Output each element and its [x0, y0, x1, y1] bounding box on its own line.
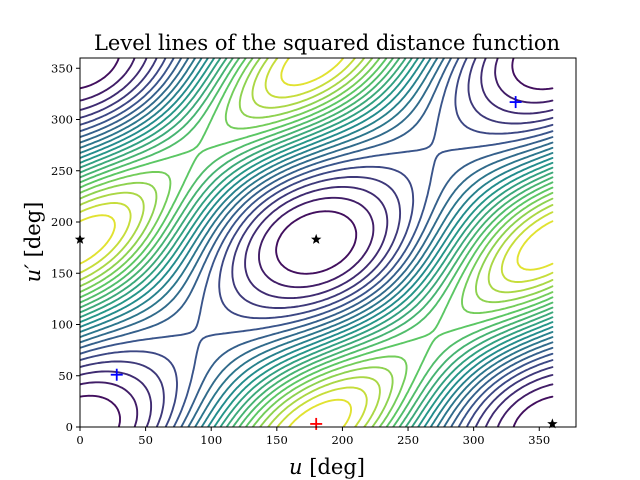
x-tick-label: 0 [76, 433, 83, 447]
contour-level-line [80, 58, 554, 427]
minimum-plus-marker [110, 368, 123, 381]
minimum-plus-marker [509, 96, 522, 109]
x-tick-label: 300 [463, 433, 485, 447]
chart-title: Level lines of the squared distance func… [94, 31, 560, 55]
y-axis-label-symbol: u′ [21, 264, 45, 283]
y-axis-ticks: 0 50 100 150 200 250 300 350 [51, 61, 80, 434]
x-tick-label: 350 [528, 433, 550, 447]
y-axis-label-unit: [deg] [21, 202, 45, 264]
contour-level-line [80, 58, 554, 427]
contour-level-line [80, 58, 554, 427]
y-tick-label: 100 [51, 318, 73, 332]
y-tick-label: 150 [51, 266, 73, 280]
contour-level-line [80, 58, 554, 427]
contour-level-line [80, 58, 554, 427]
x-axis-label-unit: [deg] [303, 455, 365, 479]
contour-level-line [80, 58, 554, 427]
contour-level-line [80, 58, 554, 427]
contour-level-line [80, 58, 554, 427]
contour-level-line [80, 58, 554, 427]
y-tick-label: 250 [51, 164, 73, 178]
x-tick-label: 50 [138, 433, 153, 447]
saddle-star-marker [547, 418, 558, 429]
contour-lines [80, 58, 554, 427]
contour-level-line [80, 58, 554, 427]
x-axis-label: u [deg] [289, 455, 365, 479]
minimum-plus-marker [310, 417, 323, 430]
y-tick-label: 0 [66, 420, 73, 434]
contour-level-line [80, 58, 554, 427]
y-tick-label: 200 [51, 215, 73, 229]
contour-level-line [80, 58, 554, 427]
x-axis-label-symbol: u [289, 455, 303, 479]
plot-frame [79, 57, 577, 428]
y-tick-label: 350 [51, 61, 73, 75]
contour-level-line [80, 58, 554, 427]
x-tick-label: 150 [266, 433, 288, 447]
x-tick-label: 250 [397, 433, 419, 447]
y-tick-label: 50 [58, 369, 73, 383]
contour-level-line [80, 58, 554, 427]
contour-level-line [80, 58, 554, 427]
x-axis-ticks: 0 50 100 150 200 250 300 350 [76, 427, 550, 447]
y-axis-label: u′ [deg] [21, 202, 45, 283]
contour-level-line [80, 58, 554, 427]
saddle-star-marker [311, 233, 322, 244]
contour-level-line [80, 58, 554, 427]
x-tick-label: 200 [331, 433, 353, 447]
contour-level-line [80, 58, 554, 427]
x-tick-label: 100 [200, 433, 222, 447]
y-tick-label: 300 [51, 113, 73, 127]
contour-level-line [80, 58, 554, 427]
contour-level-line [80, 58, 554, 427]
contour-level-line [80, 58, 554, 427]
